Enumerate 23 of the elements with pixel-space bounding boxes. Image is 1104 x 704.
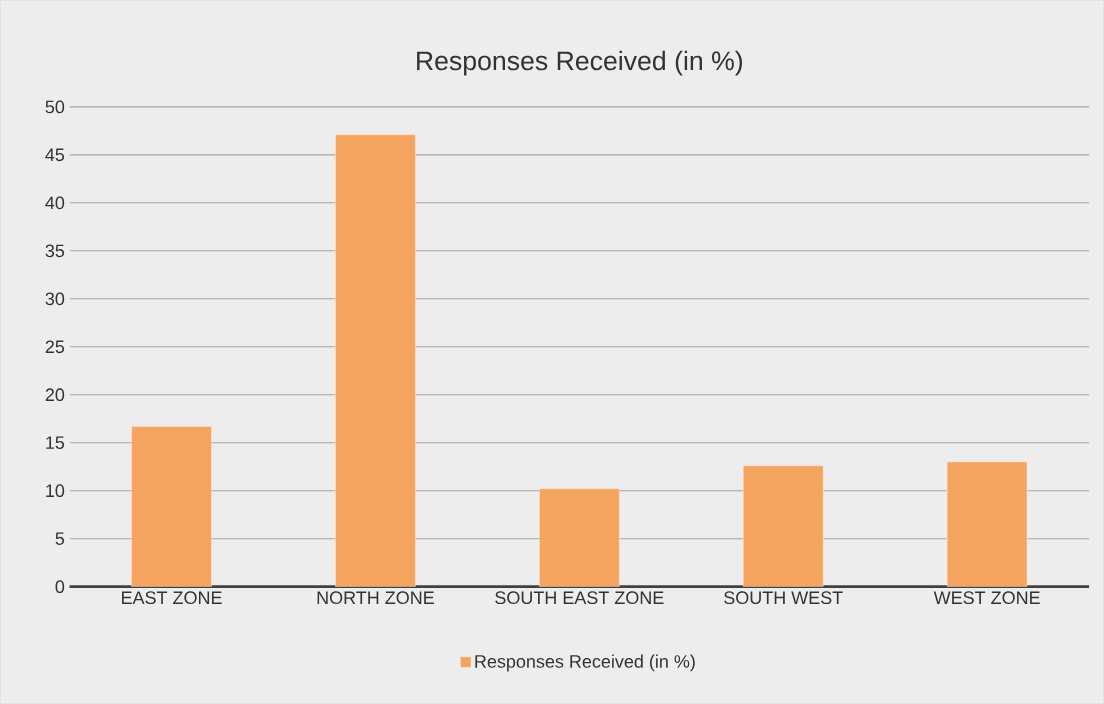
bar <box>539 488 620 587</box>
x-tick-label: SOUTH WEST <box>724 591 843 604</box>
x-tick-label: SOUTH EAST ZONE <box>495 591 664 604</box>
x-tick-label: NORTH ZONE <box>317 591 434 604</box>
x-tick-label: EAST ZONE <box>122 591 222 604</box>
legend-label: Responses Received (in %) <box>475 654 695 672</box>
bar <box>742 465 824 587</box>
y-tick-label: 15 <box>46 436 65 449</box>
y-tick-label: 45 <box>45 148 65 162</box>
y-tick-label: 35 <box>45 244 65 258</box>
y-tick-label: 50 <box>45 100 65 114</box>
bar <box>131 426 212 587</box>
x-tick-label: WEST ZONE <box>933 591 1040 604</box>
y-tick-label: 10 <box>46 484 65 497</box>
y-tick-label: 0 <box>55 580 65 593</box>
y-tick-label: 5 <box>55 532 65 545</box>
y-tick-label: 25 <box>45 340 65 354</box>
bar <box>946 461 1028 587</box>
y-tick-label: 30 <box>45 292 65 306</box>
chart-title: Responses Received (in %) <box>417 50 743 76</box>
bar <box>335 134 416 587</box>
y-tick-label: 40 <box>45 196 65 210</box>
y-tick-label: 20 <box>45 388 65 402</box>
